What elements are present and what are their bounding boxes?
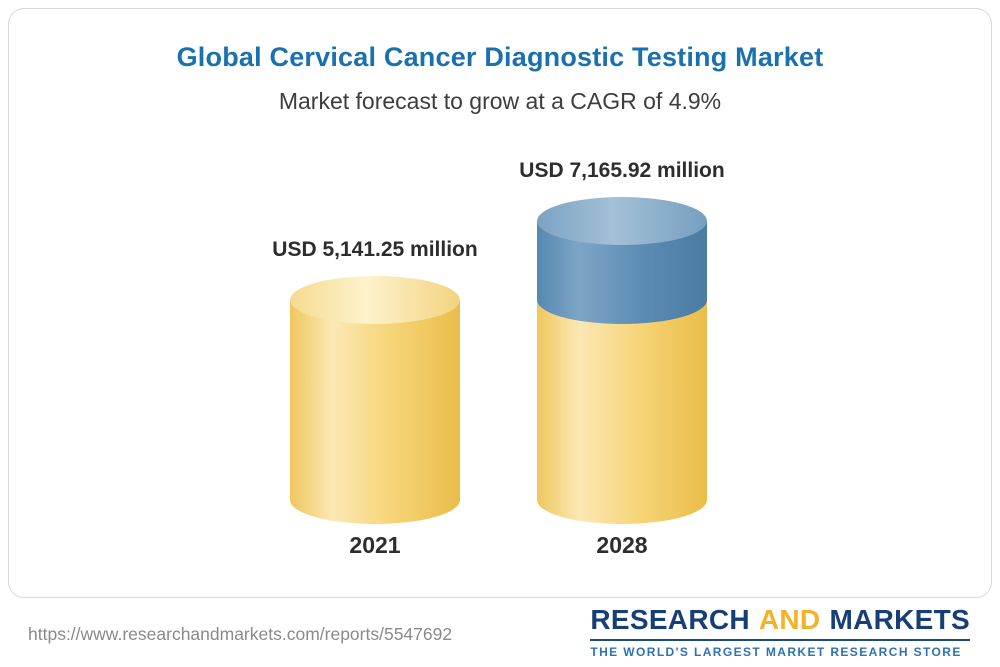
axis-label-2021: 2021 [349,532,401,558]
bar-2021-bottom-ellipse [290,476,460,524]
axis-label-2028: 2028 [596,532,648,558]
value-label-2021: USD 5,141.25 million [272,238,478,261]
wordmark-research: RESEARCH [590,604,750,635]
value-label-2028: USD 7,165.92 million [519,159,725,182]
logo-divider-rule [590,639,970,641]
bar-2028-base-segment [537,300,707,500]
brand-tagline: THE WORLD'S LARGEST MARKET RESEARCH STOR… [590,645,962,659]
bar-2021-body [290,300,460,500]
chart-title: Global Cervical Cancer Diagnostic Testin… [176,42,824,72]
wordmark-markets: MARKETS [829,604,970,635]
chart-subtitle: Market forecast to grow at a CAGR of 4.9… [278,88,722,114]
chart-frame [8,8,992,598]
brand-logo: RESEARCH AND MARKETS THE WORLD'S LARGEST M… [590,604,970,659]
brand-wordmark: RESEARCH AND MARKETS [590,604,970,636]
bar-2021-top-ellipse [290,276,460,324]
source-url-link[interactable]: https://www.researchandmarkets.com/repor… [28,624,453,644]
wordmark-and: AND [758,604,821,635]
bar-2028-top-ellipse [537,197,707,245]
bar-2028-bottom-ellipse [537,476,707,524]
